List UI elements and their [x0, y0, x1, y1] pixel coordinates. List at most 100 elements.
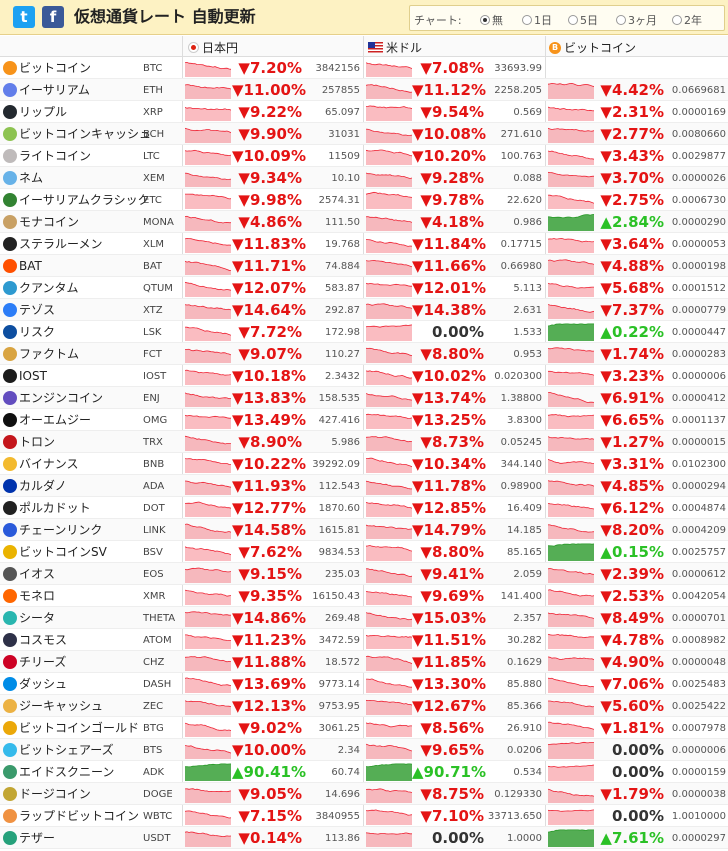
table-row[interactable]: ステラルーメン XLM ▼11.83% 19.768 ▼11.84% 0.17715 ▼3.…: [0, 233, 728, 255]
table-row[interactable]: チリーズ CHZ ▼11.88% 18.572 ▼11.85% 0.1629 ▼4.90% 0…: [0, 651, 728, 673]
coin-name[interactable]: コスモス: [19, 633, 68, 647]
price-jpy: 5.986: [331, 437, 360, 448]
coin-name[interactable]: ステラルーメン: [19, 237, 103, 251]
coin-name[interactable]: イーサリアム: [19, 83, 90, 97]
table-row[interactable]: モネロ XMR ▼9.35% 16150.43 ▼9.69% 141.400 ▼2.53% 0…: [0, 585, 728, 607]
sparkline-usd: [365, 323, 413, 341]
coin-name[interactable]: シータ: [19, 611, 56, 625]
table-row[interactable]: ジーキャッシュ ZEC ▼12.13% 9753.95 ▼12.67% 85.366 ▼5.…: [0, 695, 728, 717]
table-row[interactable]: IOST IOST ▼10.18% 2.3432 ▼10.02% 0.020300 ▼3.2…: [0, 365, 728, 387]
table-row[interactable]: イーサリアムクラシック ETC ▼9.98% 2574.31 ▼9.78% 22.620 ▼…: [0, 189, 728, 211]
change-usd: ▼8.80%: [420, 345, 484, 363]
coin-ticker: XLM: [143, 239, 165, 250]
table-row[interactable]: オーエムジー OMG ▼13.49% 427.416 ▼13.25% 3.8300 ▼6.6…: [0, 409, 728, 431]
bitcoin-gold-icon: [3, 721, 17, 735]
table-row[interactable]: チェーンリンク LINK ▼14.58% 1615.81 ▼14.79% 14.185 ▼8…: [0, 519, 728, 541]
table-row[interactable]: ドージコイン DOGE ▼9.05% 14.696 ▼8.75% 0.129330 ▼1.7…: [0, 783, 728, 805]
coin-name[interactable]: ビットコインキャッシュ: [19, 127, 152, 141]
table-row[interactable]: トロン TRX ▼8.90% 5.986 ▼8.73% 0.05245 ▼1.27% 0.00…: [0, 431, 728, 453]
table-row[interactable]: リップル XRP ▼9.22% 65.097 ▼9.54% 0.569 ▼2.31% 0.00…: [0, 101, 728, 123]
coin-name[interactable]: リップル: [19, 105, 68, 119]
chart-option-1d[interactable]: 1日: [522, 12, 552, 28]
table-row[interactable]: モナコイン MONA ▼4.86% 111.50 ▼4.18% 0.986 ▲2.84% 0.…: [0, 211, 728, 233]
coin-name[interactable]: モネロ: [19, 589, 56, 603]
price-usd: 0.534: [513, 767, 542, 778]
table-row[interactable]: イオス EOS ▼9.15% 235.03 ▼9.41% 2.059 ▼2.39% 0.000…: [0, 563, 728, 585]
coin-name[interactable]: イーサリアムクラシック: [19, 193, 150, 207]
table-row[interactable]: コスモス ATOM ▼11.23% 3472.59 ▼11.51% 30.282 ▼4.78…: [0, 629, 728, 651]
table-row[interactable]: テザー USDT ▼0.14% 113.86 0.00% 1.0000 ▲7.61% 0.00…: [0, 827, 728, 849]
coin-name[interactable]: ビットコインゴールド: [19, 721, 140, 735]
price-jpy: 3840955: [315, 811, 360, 822]
table-row[interactable]: ネム XEM ▼9.34% 10.10 ▼9.28% 0.088 ▼3.70% 0.00000…: [0, 167, 728, 189]
chart-option-3m[interactable]: 3ヶ月: [616, 12, 657, 28]
table-row[interactable]: イーサリアム ETH ▼11.00% 257855 ▼11.12% 2258.205 ▼4.…: [0, 79, 728, 101]
coin-name[interactable]: テザー: [19, 831, 56, 845]
twitter-icon[interactable]: t: [13, 6, 35, 28]
price-jpy: 292.87: [325, 305, 360, 316]
coin-name[interactable]: リスク: [19, 325, 56, 339]
table-row[interactable]: ビットコインゴールド BTG ▼9.02% 3061.25 ▼8.56% 26.910 ▼1…: [0, 717, 728, 739]
facebook-icon[interactable]: f: [42, 6, 64, 28]
table-row[interactable]: ビットコイン BTC ▼7.20% 3842156 ▼7.08% 33693.99: [0, 57, 728, 79]
table-row[interactable]: クアンタム QTUM ▼12.07% 583.87 ▼12.01% 5.113 ▼5.68%…: [0, 277, 728, 299]
table-row[interactable]: ライトコイン LTC ▼10.09% 11509 ▼10.20% 100.763 ▼3.43…: [0, 145, 728, 167]
coin-name[interactable]: テゾス: [19, 303, 56, 317]
table-row[interactable]: BAT BAT ▼11.71% 74.884 ▼11.66% 0.66980 ▼4.88% 0…: [0, 255, 728, 277]
coin-name[interactable]: エイドスクニーン: [19, 765, 115, 779]
radio-icon: [616, 15, 626, 25]
coin-name[interactable]: チェーンリンク: [19, 523, 103, 537]
table-row[interactable]: バイナンス BNB ▼10.22% 39292.09 ▼10.34% 344.140 ▼3.…: [0, 453, 728, 475]
table-row[interactable]: エイドスクニーン ADK ▲90.41% 60.74 ▲90.71% 0.534 0.00%…: [0, 761, 728, 783]
coin-name[interactable]: ビットコインSV: [19, 545, 107, 559]
table-row[interactable]: シータ THETA ▼14.86% 269.48 ▼15.03% 2.357 ▼8.49% 0…: [0, 607, 728, 629]
coin-name[interactable]: ネム: [19, 171, 44, 185]
dash-icon: [3, 677, 17, 691]
change-jpy: ▼10.18%: [232, 367, 307, 385]
coin-name[interactable]: ファクトム: [19, 347, 80, 361]
coin-name[interactable]: ライトコイン: [19, 149, 92, 163]
change-usd: ▼11.84%: [412, 235, 487, 253]
coin-name[interactable]: トロン: [19, 435, 56, 449]
table-row[interactable]: ビットシェアーズ BTS ▼10.00% 2.34 ▼9.65% 0.0206 0.00% 0…: [0, 739, 728, 761]
price-btc: 0.0042054: [671, 591, 726, 602]
coin-name[interactable]: チリーズ: [19, 655, 67, 669]
coin-name[interactable]: バイナンス: [19, 457, 79, 471]
coin-name[interactable]: エンジンコイン: [19, 391, 104, 405]
table-row[interactable]: カルダノ ADA ▼11.93% 112.543 ▼11.78% 0.98900 ▼4.85…: [0, 475, 728, 497]
coin-name[interactable]: BAT: [19, 259, 42, 273]
cardano-icon: [3, 479, 17, 493]
coin-name[interactable]: IOST: [19, 369, 47, 383]
coin-name[interactable]: クアンタム: [19, 281, 79, 295]
chart-option-none[interactable]: 無: [480, 12, 503, 28]
coin-name[interactable]: モナコイン: [19, 215, 80, 229]
table-row[interactable]: エンジンコイン ENJ ▼13.83% 158.535 ▼13.74% 1.38800 ▼6…: [0, 387, 728, 409]
coin-ticker: MONA: [143, 217, 174, 228]
sparkline-jpy: [184, 147, 232, 165]
sparkline-btc: [547, 213, 595, 231]
table-row[interactable]: ビットコインキャッシュ BCH ▼9.90% 31031 ▼10.08% 271.610 ▼…: [0, 123, 728, 145]
table-row[interactable]: ビットコインSV BSV ▼7.62% 9834.53 ▼8.80% 85.165 ▲0.1…: [0, 541, 728, 563]
table-row[interactable]: ダッシュ DASH ▼13.69% 9773.14 ▼13.30% 85.880 ▼7.06…: [0, 673, 728, 695]
coin-name[interactable]: イオス: [19, 567, 56, 581]
coin-name[interactable]: ビットシェアーズ: [19, 743, 114, 757]
coin-name[interactable]: ジーキャッシュ: [19, 699, 104, 713]
change-usd: ▼13.30%: [412, 675, 487, 693]
coin-name[interactable]: カルダノ: [19, 479, 67, 493]
table-row[interactable]: ファクトム FCT ▼9.07% 110.27 ▼8.80% 0.953 ▼1.74% 0.0…: [0, 343, 728, 365]
chart-option-2y[interactable]: 2年: [672, 12, 702, 28]
coin-name[interactable]: ポルカドット: [19, 501, 91, 515]
table-row[interactable]: ラップドビットコイン WBTC ▼7.15% 3840955 ▼7.10% 33713.6…: [0, 805, 728, 827]
table-row[interactable]: リスク LSK ▼7.72% 172.98 0.00% 1.533 ▲0.22% 0.0000…: [0, 321, 728, 343]
coin-name[interactable]: ラップドビットコイン: [19, 809, 140, 823]
coin-name[interactable]: オーエムジー: [19, 413, 92, 427]
coin-name[interactable]: ビットコイン: [19, 61, 92, 75]
coin-name[interactable]: ドージコイン: [19, 787, 91, 801]
table-row[interactable]: ポルカドット DOT ▼12.77% 1870.60 ▼12.85% 16.409 ▼6.1…: [0, 497, 728, 519]
coin-name[interactable]: ダッシュ: [19, 677, 68, 691]
change-jpy: ▼9.34%: [238, 169, 302, 187]
column-usd: 米ドル: [368, 39, 422, 56]
price-usd: 271.610: [500, 129, 542, 140]
chart-option-5d[interactable]: 5日: [568, 12, 598, 28]
table-row[interactable]: テゾス XTZ ▼14.64% 292.87 ▼14.38% 2.631 ▼7.37% 0.0…: [0, 299, 728, 321]
